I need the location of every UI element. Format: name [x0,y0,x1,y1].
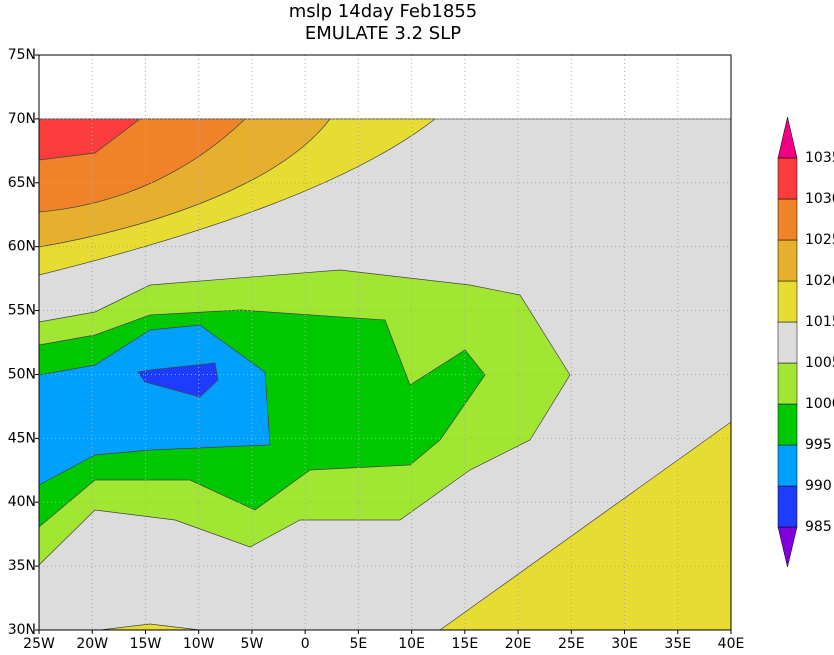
colorbar-label: 1000 [805,396,834,412]
colorbar-triangle [777,116,798,159]
x-tick-label: 15E [452,636,479,651]
contour-band [137,362,219,398]
colorbar-label: 995 [805,437,832,453]
colorbar-label: 1035 [805,150,834,166]
x-tick-label: 40E [718,636,745,651]
y-tick-label: 40N [8,494,36,510]
x-tick-label: 25W [23,636,55,651]
x-tick-label: 0 [301,636,310,651]
colorbar-box [777,157,798,200]
colorbar-box [777,198,798,241]
map-frame [38,54,732,631]
colorbar-box [777,321,798,364]
x-tick-label: 20W [76,636,108,651]
x-tick-label: 10E [398,636,425,651]
x-tick-label: 5E [350,636,368,651]
colorbar-box [777,444,798,487]
y-tick-label: 65N [8,175,36,191]
y-tick-label: 50N [8,366,36,382]
colorbar-box [777,485,798,528]
colorbar-box [777,362,798,405]
colorbar-label: 990 [805,478,832,494]
colorbar-label: 1025 [805,232,834,248]
colorbar-box [777,403,798,446]
colorbar: 985 990 995 1000 1005 1015 1020 1025 1030 1035 [777,116,834,568]
y-tick-label: 55N [8,303,36,319]
colorbar-box [777,239,798,282]
x-tick-label: 30E [611,636,638,651]
colorbar-label: 1030 [805,191,834,207]
map-title: mslp 14day Feb1855 [289,1,477,22]
x-tick-label: 25E [558,636,585,651]
colorbar-box [777,280,798,323]
colorbar-label: 1005 [805,355,834,371]
colorbar-label: 1020 [805,273,834,289]
x-tick-label: 35E [664,636,691,651]
y-tick-label: 35N [8,558,36,574]
x-tick-label: 10W [183,636,215,651]
colorbar-triangle [777,526,798,568]
y-tick-label: 30N [8,622,36,638]
x-tick-label: 15W [130,636,162,651]
contour-field [38,118,732,631]
y-tick-label: 70N [8,111,36,127]
y-tick-label: 75N [8,47,36,63]
x-tick-label: 5W [241,636,264,651]
x-tick-label: 20E [505,636,532,651]
y-tick-label: 60N [8,239,36,255]
y-tick-label: 45N [8,430,36,446]
colorbar-label: 1015 [805,314,834,330]
map-subtitle: EMULATE 3.2 SLP [305,23,461,44]
colorbar-label: 985 [805,519,832,535]
